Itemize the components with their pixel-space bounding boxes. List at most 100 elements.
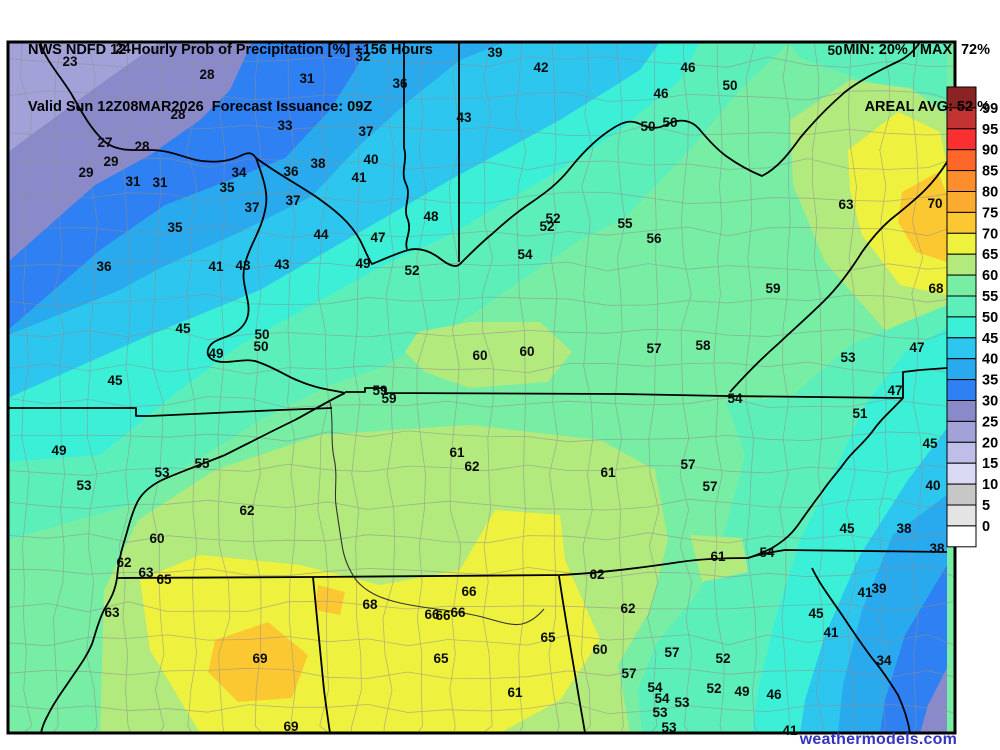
map-value-label: 62 [239,503,254,518]
map-value-label: 31 [299,71,315,86]
map-value-label: 38 [896,521,912,536]
map-value-label: 63 [104,605,120,620]
legend-tick-label: 35 [982,373,998,389]
map-value-label: 66 [435,608,451,623]
map-value-label: 50 [254,327,269,342]
map-value-label: 37 [244,200,259,215]
legend-swatch [946,379,977,402]
map-value-label: 45 [175,321,191,336]
map-value-label: 37 [285,193,300,208]
map-value-label: 47 [909,340,924,355]
map-value-label: 38 [310,156,326,171]
legend-tick-label: 95 [982,122,998,138]
map-value-label: 57 [664,645,679,660]
map-value-label: 46 [680,60,696,75]
map-value-label: 61 [710,549,726,564]
legend-swatch [946,420,977,443]
map-value-label: 32 [355,49,370,64]
map-value-label: 53 [154,465,170,480]
map-value-label: 47 [887,383,902,398]
map-value-label: 35 [219,180,235,195]
legend-tick-label: 15 [982,456,998,472]
map-value-label: 23 [62,54,78,69]
legend-tick-label: 5 [982,498,990,514]
legend-tick-label: 75 [982,205,998,221]
map-value-label: 53 [674,695,690,710]
map-value-label: 60 [149,531,164,546]
map-value-label: 41 [351,170,367,185]
map-value-label: 46 [766,687,782,702]
map-value-label: 39 [871,581,886,596]
legend-tick-label: 30 [982,394,998,410]
legend-swatch [946,274,977,297]
legend-swatch [946,295,977,318]
county-borders [8,42,955,733]
legend-tick-label: 80 [982,185,998,201]
legend-tick-label: 65 [982,247,998,263]
map-fill-layer [8,42,955,733]
map-value-label: 44 [313,227,329,242]
map-value-label: 24 [115,41,131,56]
legend-swatch [946,441,977,464]
map-value-label: 53 [76,478,92,493]
map-value-label: 62 [464,459,479,474]
map-value-label: 68 [928,281,944,296]
map-value-label: 62 [589,567,604,582]
map-value-label: 54 [647,680,663,695]
legend-swatch [946,232,977,255]
map-value-label: 45 [922,436,938,451]
map-value-label: 50 [662,115,677,130]
legend-tick-label: 40 [982,352,998,368]
map-header-right: MIN: 20% | MAX: 72% AREAL AVG: 52 % [843,3,990,155]
map-value-label: 41 [823,625,839,640]
map-value-label: 54 [517,247,533,262]
map-value-label: 53 [652,705,668,720]
map-value-label: 66 [461,584,477,599]
map-value-label: 43 [456,110,472,125]
map-value-label: 50 [640,119,655,134]
map-valid-time: Valid Sun 12Z08MAR2026 Forecast Issuance… [28,99,373,115]
map-value-label: 59 [372,383,387,398]
legend-tick-label: 99 [982,101,998,117]
map-value-label: 41 [857,585,873,600]
map-value-label: 59 [381,391,396,406]
map-value-label: 28 [199,67,215,82]
map-value-label: 54 [654,691,670,706]
map-value-label: 69 [283,719,298,734]
map-value-label: 63 [838,197,854,212]
areal-avg-stat: AREAL AVG: 52 % [864,99,990,115]
legend-tick-label: 55 [982,289,998,305]
map-value-label: 61 [507,685,523,700]
map-value-label: 28 [134,139,150,154]
legend-tick-label: 70 [982,226,998,242]
map-value-label: 62 [116,555,131,570]
map-value-label: 29 [103,154,118,169]
map-value-label: 46 [653,86,669,101]
legend-swatch [946,253,977,276]
map-value-label: 38 [929,541,945,556]
map-value-label: 41 [782,723,798,738]
map-value-label: 52 [545,211,560,226]
map-value-label: 31 [152,175,168,190]
map-title: NWS NDFD 12-Hourly Prob of Precipitation… [28,42,433,58]
legend-tick-label: 90 [982,143,998,159]
legend-swatch [946,358,977,381]
legend-tick-label: 0 [982,519,990,535]
map-value-label: 65 [433,651,449,666]
legend-swatch [946,462,977,485]
map-value-label: 51 [852,406,868,421]
map-value-label: 27 [97,135,112,150]
legend-tick-label: 50 [982,310,998,326]
map-value-label: 43 [274,257,290,272]
map-value-label: 57 [646,341,661,356]
watermark-link[interactable]: weathermodels.com [799,731,957,748]
map-value-label: 52 [706,681,721,696]
map-value-label: 53 [661,720,677,735]
map-value-label: 60 [472,348,487,363]
legend-tick-label: 20 [982,435,998,451]
river-lines [329,401,545,626]
map-value-label: 42 [533,60,548,75]
map-value-label: 33 [277,118,293,133]
